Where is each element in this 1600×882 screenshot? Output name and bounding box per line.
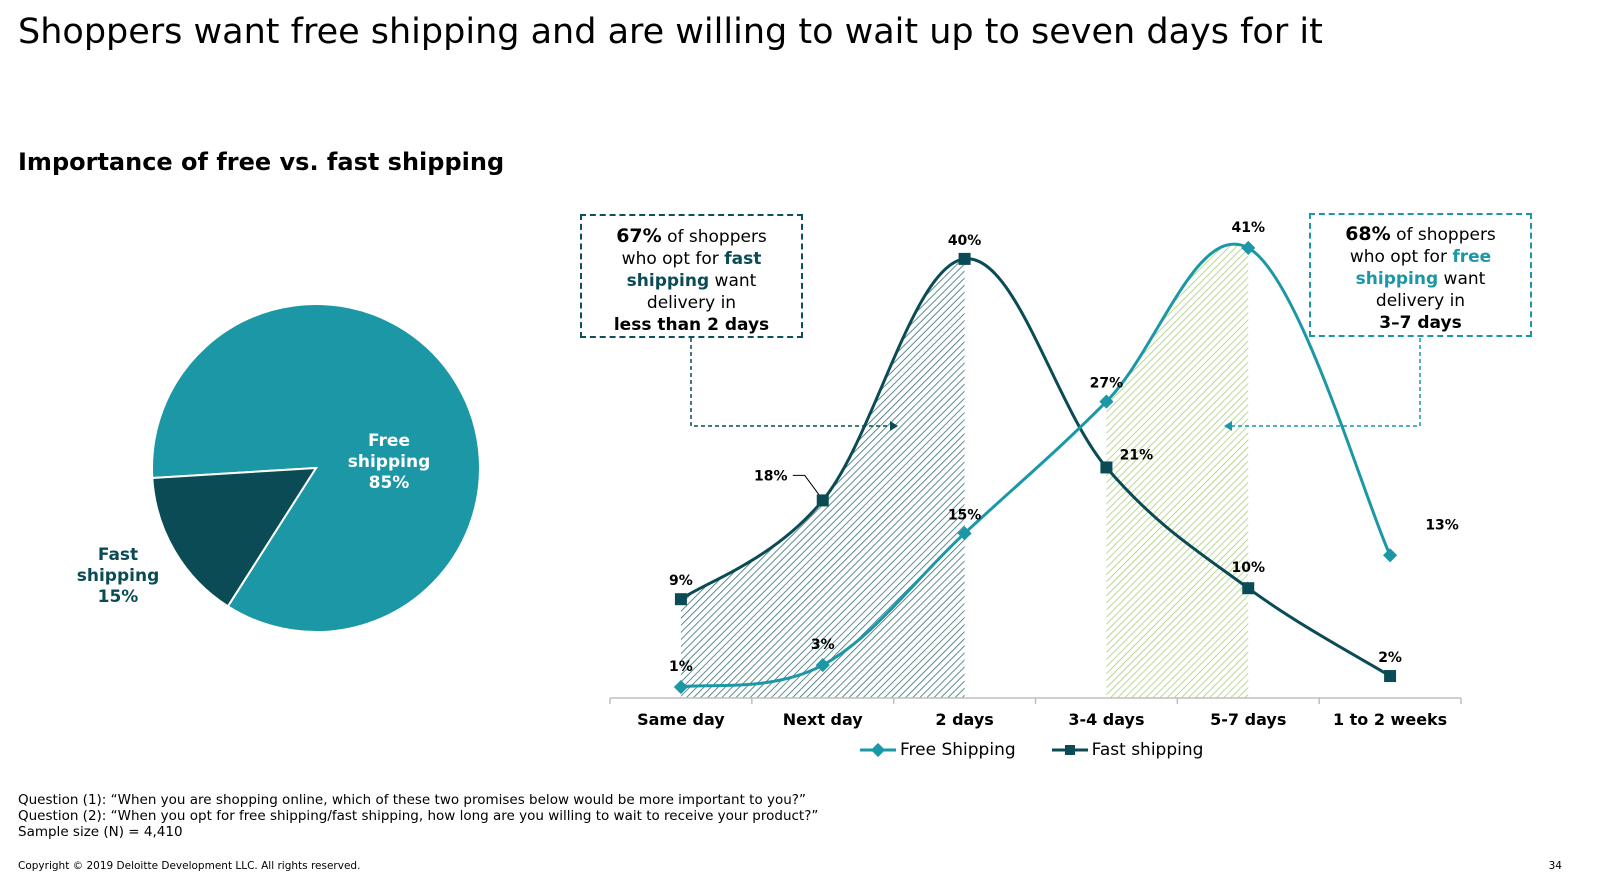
fast-shipping-data-label: 10% xyxy=(1231,560,1265,576)
pie-label-free-0: Free xyxy=(368,431,410,451)
callout-fast-shipping: 67% of shoppers who opt for fast shippin… xyxy=(580,214,803,338)
x-tick-label: 2 days xyxy=(935,710,993,729)
footnotes: Question (1): “When you are shopping onl… xyxy=(18,792,818,840)
x-tick-label: 5-7 days xyxy=(1210,710,1286,729)
legend-square-marker-icon xyxy=(1051,745,1088,755)
free-shipping-data-label: 27% xyxy=(1090,376,1124,392)
callout-free-t2: who opt for xyxy=(1349,247,1453,267)
legend-label-free: Free Shipping xyxy=(900,740,1016,760)
callout-fast-arrowhead-icon xyxy=(890,421,898,431)
callout-fast-t1: of shoppers xyxy=(661,227,767,247)
callout-free-t3: want xyxy=(1438,269,1486,289)
fast-shipping-point xyxy=(1100,461,1113,474)
x-tick-label: 3-4 days xyxy=(1068,710,1144,729)
callout-free-t3b: shipping xyxy=(1355,269,1439,289)
pie-slice-fast xyxy=(151,466,318,608)
pie-label-fast-1: shipping xyxy=(77,566,160,586)
free-shipping-data-label: 15% xyxy=(948,507,982,523)
pie-label-fast-2: 15% xyxy=(98,587,139,607)
callout-free-t1: of shoppers xyxy=(1390,225,1496,245)
legend-item-free: Free Shipping xyxy=(860,740,1016,760)
footnote-question-2: Question (2): “When you opt for free shi… xyxy=(18,808,819,824)
pie-label-free-2: 85% xyxy=(369,473,410,493)
callout-fast-t2b: fast xyxy=(724,249,762,269)
fast-shipping-data-label: 2% xyxy=(1378,650,1402,666)
callout-free-arrowhead-icon xyxy=(1224,421,1232,431)
pie-label-free-1: shipping xyxy=(348,452,431,472)
fast-shipping-point xyxy=(1242,582,1255,595)
copyright: Copyright © 2019 Deloitte Development LL… xyxy=(18,860,361,872)
footnote-sample-size: Sample size (N) = 4,410 xyxy=(18,824,183,840)
page-number: 34 xyxy=(1548,860,1562,872)
free-shipping-data-label: 41% xyxy=(1231,220,1265,236)
pie-label-fast-0: Fast xyxy=(98,545,138,565)
fast-shipping-point xyxy=(1384,670,1397,683)
fast-shipping-hatched-area xyxy=(680,258,965,698)
x-tick-label: Next day xyxy=(783,710,864,729)
free-shipping-data-label: 3% xyxy=(811,637,835,653)
free-shipping-data-label: 13% xyxy=(1425,517,1459,533)
callout-fast-t2: who opt for xyxy=(621,249,725,269)
callout-fast-pct: 67% xyxy=(616,225,662,247)
section-title: Importance of free vs. fast shipping xyxy=(18,148,505,176)
callout-free-t5b: 3–7 days xyxy=(1379,313,1462,333)
legend-diamond-marker-icon xyxy=(860,743,896,757)
callout-fast-connector xyxy=(690,338,890,427)
fast-shipping-point xyxy=(816,494,829,507)
callout-free-t2b: free xyxy=(1452,247,1492,267)
label-leader-line xyxy=(792,474,820,495)
free-shipping-point xyxy=(1383,548,1398,563)
x-tick-label: Same day xyxy=(637,710,725,729)
legend-label-fast: Fast shipping xyxy=(1091,740,1204,760)
legend-item-fast: Fast shipping xyxy=(1051,740,1204,760)
fast-shipping-data-label: 9% xyxy=(669,573,693,589)
free-shipping-point xyxy=(1241,240,1256,255)
line-chart: Same day Next day 2 days 3-4 days 5-7 days 1 … xyxy=(609,220,1462,729)
chart-legend: Free Shipping Fast shipping xyxy=(860,740,1203,760)
x-tick-label: 1 to 2 weeks xyxy=(1333,710,1447,729)
callout-fast-t4: delivery in xyxy=(646,293,737,313)
free-shipping-data-label: 1% xyxy=(669,659,693,675)
slide-title: Shoppers want free shipping and are will… xyxy=(18,12,1323,52)
free-shipping-hatched-area xyxy=(1106,244,1249,698)
free-shipping-point xyxy=(815,657,830,673)
fast-shipping-point xyxy=(958,252,971,265)
callout-free-shipping: 68% of shoppers who opt for free shippin… xyxy=(1309,213,1532,337)
footnote-question-1: Question (1): “When you are shopping onl… xyxy=(18,792,806,808)
callout-free-t4: delivery in xyxy=(1375,291,1466,311)
fast-shipping-data-label: 21% xyxy=(1120,447,1154,463)
fast-shipping-data-label: 18% xyxy=(754,468,788,484)
fast-shipping-point xyxy=(674,593,687,606)
callout-free-connector xyxy=(1232,338,1421,427)
callout-fast-t3: want xyxy=(709,271,757,291)
callout-free-pct: 68% xyxy=(1345,223,1391,245)
callout-fast-t3b: shipping xyxy=(626,271,710,291)
callout-fast-t5b: less than 2 days xyxy=(613,315,770,335)
fast-shipping-data-label: 40% xyxy=(948,233,982,249)
